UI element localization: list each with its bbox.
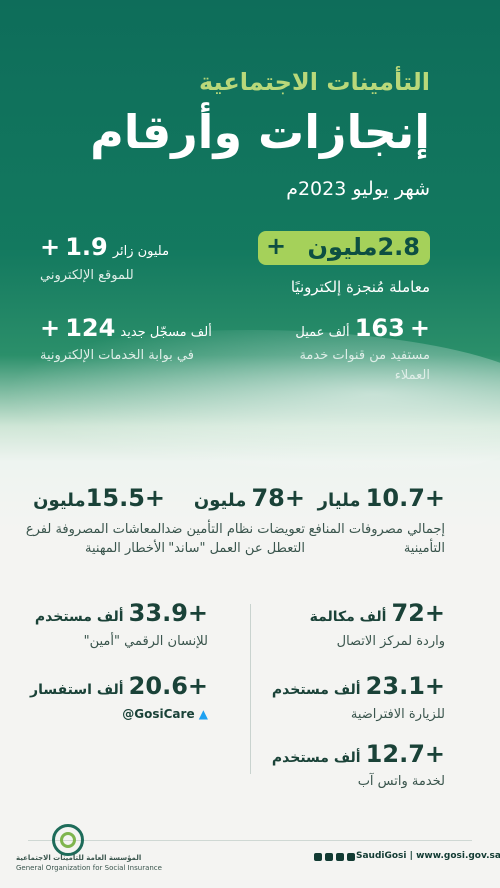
- stat-inquiries-unit: ألف استفسار: [30, 682, 124, 698]
- stat-ameen-desc: للإنسان الرقمي "أمين": [83, 634, 208, 649]
- stat-pensions-number: 15.5: [85, 484, 145, 512]
- plus-sign: +: [409, 314, 430, 342]
- stat-benefits-desc1: إجمالي مصروفات المنافع: [308, 522, 445, 537]
- stat-virtual-visit-desc: للزيارة الافتراضية: [350, 707, 445, 722]
- social-handle[interactable]: SaudiGosi | www.gosi.gov.sa: [356, 851, 500, 861]
- stat-whatsapp: +12.7 ألف مستخدم: [272, 740, 445, 768]
- stat-inquiries-number: 20.6: [128, 672, 188, 700]
- stat-transactions-pill: 2.8مليون +: [258, 231, 430, 265]
- header-title: إنجازات وأرقام: [90, 105, 430, 159]
- stat-customers-desc1: مستفيد من قنوات خدمة: [299, 348, 430, 363]
- stat-ameen-number: 33.9: [128, 599, 188, 627]
- plus-sign: +: [144, 484, 165, 512]
- social-icons: [314, 853, 355, 861]
- stat-saned-desc2: التعطل عن العمل "ساند": [168, 541, 305, 556]
- stat-transactions-unit: مليون: [307, 233, 378, 261]
- stat-visitors-desc: للموقع الإلكتروني: [40, 268, 134, 283]
- youtube-icon[interactable]: [347, 853, 355, 861]
- stat-virtual-visit-unit: ألف مستخدم: [271, 682, 361, 698]
- stat-pensions-unit: مليون: [33, 490, 86, 511]
- twitter-handle-text: @GosiCare: [122, 707, 195, 721]
- stat-visitors-unit: مليون زائر: [112, 244, 170, 259]
- gosi-logo-icon: [52, 824, 84, 856]
- stat-saned-desc1: تعويضات نظام التأمين ضد: [164, 522, 306, 537]
- stat-registrations-desc: في بوابة الخدمات الإلكترونية: [40, 348, 194, 363]
- twitter-icon[interactable]: [325, 853, 333, 861]
- header-period: شهر يوليو 2023م: [286, 178, 430, 200]
- plus-sign: +: [187, 599, 208, 627]
- stat-registrations: ألف مسجّل جديد 124 +: [40, 314, 212, 342]
- twitter-icon: ▲: [198, 707, 208, 721]
- stat-pensions-desc2: الأخطار المهنية: [85, 541, 165, 556]
- stat-benefits: +10.7 مليار: [318, 484, 445, 512]
- stat-registrations-number: 124: [65, 314, 116, 342]
- plus-sign: +: [424, 672, 445, 700]
- plus-sign: +: [284, 484, 305, 512]
- stat-saned-number: 78: [251, 484, 285, 512]
- instagram-icon[interactable]: [336, 853, 344, 861]
- stat-transactions-number: 2.8: [377, 233, 420, 261]
- plus-sign: +: [424, 484, 445, 512]
- stat-inquiries: +20.6 ألف استفسار: [30, 672, 208, 700]
- stat-registrations-unit: ألف مسجّل جديد: [120, 325, 212, 340]
- footer-org-en: General Organization for Social Insuranc…: [16, 864, 162, 872]
- gosicare-handle[interactable]: @GosiCare ▲: [122, 707, 208, 721]
- stat-ameen: +33.9 ألف مستخدم: [35, 599, 208, 627]
- plus-sign: +: [40, 314, 61, 342]
- plus-sign: +: [424, 740, 445, 768]
- stat-calls-unit: ألف مكالمة: [309, 609, 387, 625]
- stat-visitors: مليون زائر 1.9 +: [40, 233, 169, 261]
- stat-visitors-number: 1.9: [65, 233, 108, 261]
- stat-customers-unit: ألف عميل: [295, 325, 350, 340]
- header-line1: التأمينات الاجتماعية: [198, 68, 430, 96]
- stat-customers-desc2: العملاء: [394, 368, 430, 383]
- stat-virtual-visit-number: 23.1: [365, 672, 425, 700]
- stat-saned-unit: مليون: [193, 490, 247, 511]
- column-divider: [250, 604, 251, 774]
- stat-virtual-visit: +23.1 ألف مستخدم: [272, 672, 445, 700]
- stat-ameen-unit: ألف مستخدم: [34, 609, 124, 625]
- linkedin-icon[interactable]: [314, 853, 322, 861]
- stat-calls-number: 72: [391, 599, 425, 627]
- stat-benefits-number: 10.7: [365, 484, 425, 512]
- stat-customers-number: 163: [354, 314, 405, 342]
- website-link[interactable]: www.gosi.gov.sa: [416, 851, 500, 861]
- plus-sign: +: [40, 233, 61, 261]
- background-wave: [0, 330, 500, 490]
- stat-pensions-desc1: المعاشات المصروفة لفرع: [25, 522, 165, 537]
- footer-org-ar: المؤسسة العامة للتأمينات الاجتماعية: [16, 854, 142, 862]
- plus-sign: +: [266, 232, 287, 260]
- social-handle-text: SaudiGosi: [356, 851, 407, 861]
- stat-pensions: +15.5مليون: [33, 484, 165, 512]
- stat-whatsapp-number: 12.7: [365, 740, 425, 768]
- stat-whatsapp-unit: ألف مستخدم: [271, 750, 361, 766]
- stat-saned: +78 مليون: [194, 484, 305, 512]
- stat-transactions-desc: معاملة مُنجزة إلكترونيًا: [290, 278, 430, 296]
- stat-whatsapp-desc: لخدمة واتس آب: [357, 774, 445, 789]
- plus-sign: +: [187, 672, 208, 700]
- footer-divider: [28, 840, 472, 841]
- stat-customers: + 163 ألف عميل: [295, 314, 430, 342]
- plus-sign: +: [424, 599, 445, 627]
- stat-benefits-desc2: التأمينية: [403, 541, 445, 556]
- stat-calls: +72 ألف مكالمة: [310, 599, 445, 627]
- footer-separator: |: [409, 851, 413, 861]
- stat-benefits-unit: مليار: [317, 490, 361, 511]
- stat-calls-desc: واردة لمركز الاتصال: [336, 634, 445, 649]
